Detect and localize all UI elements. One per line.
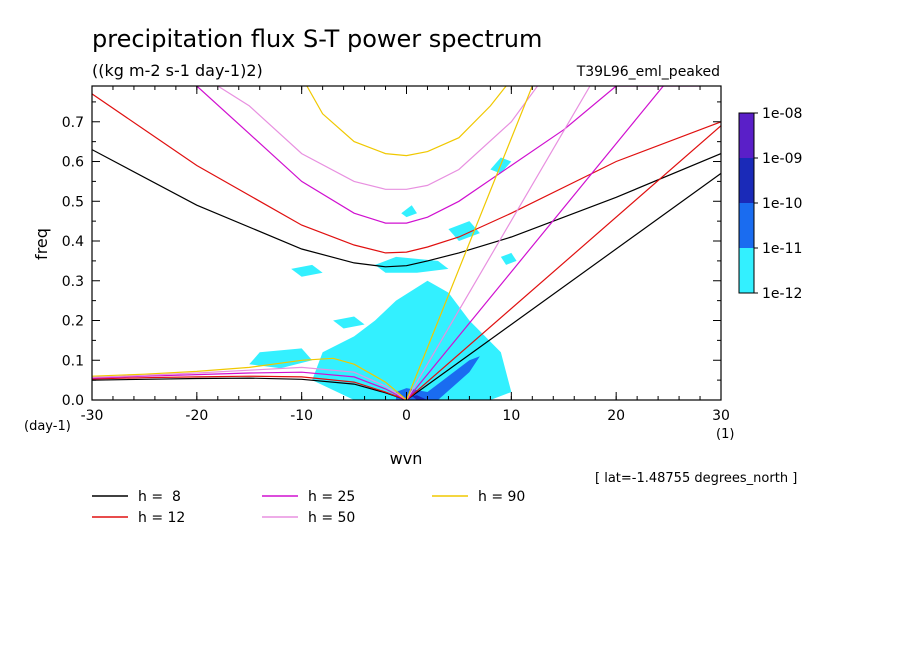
legend-label-h90: h = 90 bbox=[478, 489, 525, 505]
curve-h8-kelvin bbox=[406, 172, 721, 400]
y-axis-label: freq bbox=[32, 228, 51, 260]
curve-h12-rossby_n1 bbox=[92, 375, 407, 400]
colorbar-label: 1e-10 bbox=[762, 196, 802, 212]
x-tick-label: -10 bbox=[290, 408, 313, 424]
colorbar-label: 1e-09 bbox=[762, 151, 802, 167]
power-region-5 bbox=[448, 221, 480, 242]
legend-label-h8: h = 8 bbox=[138, 489, 181, 505]
dispersion-curves bbox=[92, 86, 721, 400]
colorbar-label: 1e-12 bbox=[762, 286, 802, 302]
curve-h12-kelvin bbox=[406, 125, 721, 400]
x-tick-label: -30 bbox=[81, 408, 104, 424]
colorbar-swatch bbox=[739, 203, 754, 248]
latitude-annotation: [ lat=-1.48755 degrees_north ] bbox=[595, 471, 797, 486]
power-contours bbox=[249, 157, 517, 400]
y-tick-label: 0.4 bbox=[62, 234, 84, 250]
legend-label-h25: h = 25 bbox=[308, 489, 355, 505]
y-axis: 0.0 0.1 0.2 0.3 0.4 0.5 0.6 0.7 bbox=[62, 101, 721, 409]
x-axis-label: wvn bbox=[390, 449, 423, 468]
colorbar-label: 1e-11 bbox=[762, 241, 802, 257]
y-tick-label: 0.7 bbox=[62, 115, 84, 131]
chart-title: precipitation flux S-T power spectrum bbox=[92, 25, 542, 53]
power-region-6 bbox=[401, 205, 417, 218]
legend-label-h12: h = 12 bbox=[138, 510, 185, 526]
colorbar-swatch bbox=[739, 248, 754, 293]
power-region-11 bbox=[411, 395, 428, 400]
x-tick-label: 30 bbox=[712, 408, 730, 424]
curve-h8-rossby_n1 bbox=[92, 377, 407, 400]
colorbar-label: 1e-08 bbox=[762, 106, 802, 122]
x-tick-label: 20 bbox=[607, 408, 625, 424]
curve-h90-kelvin bbox=[405, 86, 533, 400]
power-region-3 bbox=[291, 264, 323, 277]
y-tick-label: 0.0 bbox=[62, 393, 84, 409]
power-region-0 bbox=[312, 280, 512, 400]
power-region-4 bbox=[333, 316, 365, 329]
curve-h25-rossby_n1 bbox=[92, 371, 407, 400]
power-region-10 bbox=[396, 356, 480, 400]
power-region-9 bbox=[500, 252, 517, 265]
curve-h25-kelvin bbox=[406, 86, 664, 400]
y-tick-label: 0.3 bbox=[62, 274, 84, 290]
legend-label-h50: h = 50 bbox=[308, 510, 355, 526]
chart-subtitle: ((kg m-2 s-1 day-1)2) bbox=[92, 61, 263, 80]
run-label: T39L96_eml_peaked bbox=[576, 64, 720, 80]
curve-h50-kelvin bbox=[405, 86, 591, 400]
curve-h50-rossby_n1 bbox=[92, 366, 407, 400]
curve-h25-eig_n1 bbox=[196, 86, 700, 224]
x-tick-label: 0 bbox=[402, 408, 411, 424]
x-axis: -30 -20 -10 0 10 20 30 bbox=[81, 86, 730, 424]
colorbar-swatch bbox=[739, 158, 754, 203]
y-unit-label: (day-1) bbox=[24, 419, 71, 434]
curve-h90-eig_n1 bbox=[306, 86, 507, 157]
power-region-1 bbox=[249, 348, 313, 369]
curve-h12-eig_n1 bbox=[92, 93, 721, 254]
curve-h90-rossby_n1 bbox=[92, 357, 407, 400]
legend: h = 8 h = 12 h = 25 h = 50 h = 90 bbox=[92, 489, 525, 526]
y-tick-label: 0.6 bbox=[62, 155, 84, 171]
curve-h8-eig_n1 bbox=[92, 149, 721, 268]
colorbar-swatch bbox=[739, 113, 754, 158]
colorbar: 1e-08 1e-09 1e-10 1e-11 1e-12 bbox=[738, 106, 802, 302]
y-tick-label: 0.1 bbox=[62, 353, 84, 369]
curve-h50-eig_n1 bbox=[217, 86, 538, 190]
x-tick-label: 10 bbox=[502, 408, 520, 424]
x-tick-label: -20 bbox=[185, 408, 208, 424]
y-tick-label: 0.2 bbox=[62, 314, 84, 330]
y-tick-label: 0.5 bbox=[62, 194, 84, 210]
x-unit-label: (1) bbox=[716, 427, 734, 442]
